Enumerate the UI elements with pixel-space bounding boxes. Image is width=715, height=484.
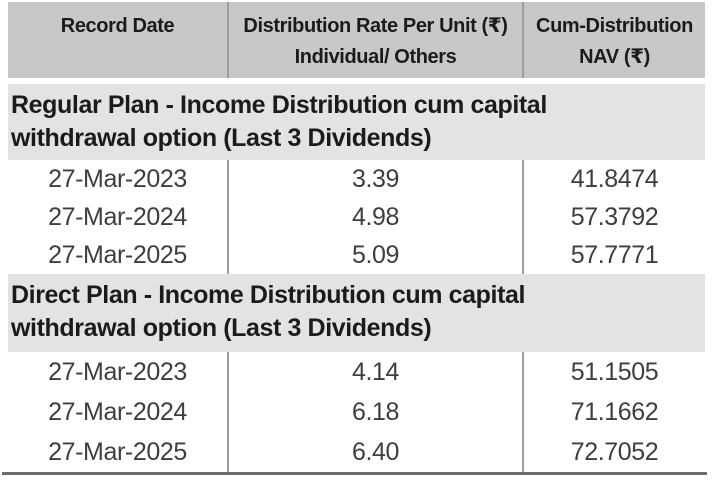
- table-row: 27-Mar-2023 4.14 51.1505: [8, 352, 705, 392]
- section-header-regular-plan: Regular Plan - Income Distribution cum c…: [8, 84, 705, 160]
- column-header-record-date-label: Record Date: [60, 15, 175, 37]
- column-header-distribution-rate-line1: Distribution Rate Per Unit (₹): [243, 15, 508, 37]
- record-date-cell: 27-Mar-2024: [8, 198, 229, 236]
- column-header-distribution-rate-line2: Individual/ Others: [294, 46, 457, 68]
- record-date-cell: 27-Mar-2024: [8, 392, 229, 432]
- column-header-cum-distribution-line1: Cum-Distribution: [536, 15, 693, 37]
- cum-distribution-nav-cell: 51.1505: [570, 357, 659, 386]
- column-header-record-date: Record Date: [8, 2, 229, 78]
- cum-distribution-nav-cell: 72.7052: [570, 437, 659, 466]
- cum-distribution-nav-cell: 71.1662: [570, 397, 659, 426]
- dividend-history-table: Record Date Distribution Rate Per Unit (…: [2, 2, 707, 475]
- table-bottom-rule: [2, 472, 707, 475]
- distribution-rate-cell: 3.39: [229, 160, 524, 198]
- table-row: 27-Mar-2025 5.09 57.7771: [8, 236, 705, 274]
- distribution-rate-cell: 4.98: [229, 198, 524, 236]
- table-row: 27-Mar-2025 6.40 72.7052: [8, 432, 705, 472]
- column-header-cum-distribution-nav: Cum-Distribution NAV (₹): [524, 2, 705, 78]
- table-row: 27-Mar-2023 3.39 41.8474: [8, 160, 705, 198]
- column-header-distribution-rate: Distribution Rate Per Unit (₹) Individua…: [229, 2, 524, 78]
- header-separator: [8, 78, 705, 84]
- table-header-row: Record Date Distribution Rate Per Unit (…: [8, 2, 705, 78]
- column-header-cum-distribution-line2: NAV (₹): [579, 46, 650, 68]
- section-title-line: withdrawal option (Last 3 Dividends): [11, 314, 432, 342]
- section-title-line: Regular Plan - Income Distribution cum c…: [11, 91, 547, 119]
- section-header-direct-plan: Direct Plan - Income Distribution cum ca…: [8, 274, 705, 352]
- cum-distribution-nav-cell: 57.7771: [570, 240, 659, 269]
- record-date-cell: 27-Mar-2023: [8, 160, 229, 198]
- section-title-line: withdrawal option (Last 3 Dividends): [11, 124, 432, 152]
- section-title-line: Direct Plan - Income Distribution cum ca…: [11, 281, 526, 309]
- record-date-cell: 27-Mar-2025: [8, 236, 229, 274]
- distribution-rate-cell: 6.18: [229, 392, 524, 432]
- table-row: 27-Mar-2024 4.98 57.3792: [8, 198, 705, 236]
- cum-distribution-nav-cell: 41.8474: [570, 164, 659, 193]
- record-date-cell: 27-Mar-2023: [8, 352, 229, 392]
- distribution-rate-cell: 6.40: [229, 432, 524, 472]
- record-date-cell: 27-Mar-2025: [8, 432, 229, 472]
- distribution-rate-cell: 4.14: [229, 352, 524, 392]
- cum-distribution-nav-cell: 57.3792: [570, 202, 659, 231]
- distribution-rate-cell: 5.09: [229, 236, 524, 274]
- table-row: 27-Mar-2024 6.18 71.1662: [8, 392, 705, 432]
